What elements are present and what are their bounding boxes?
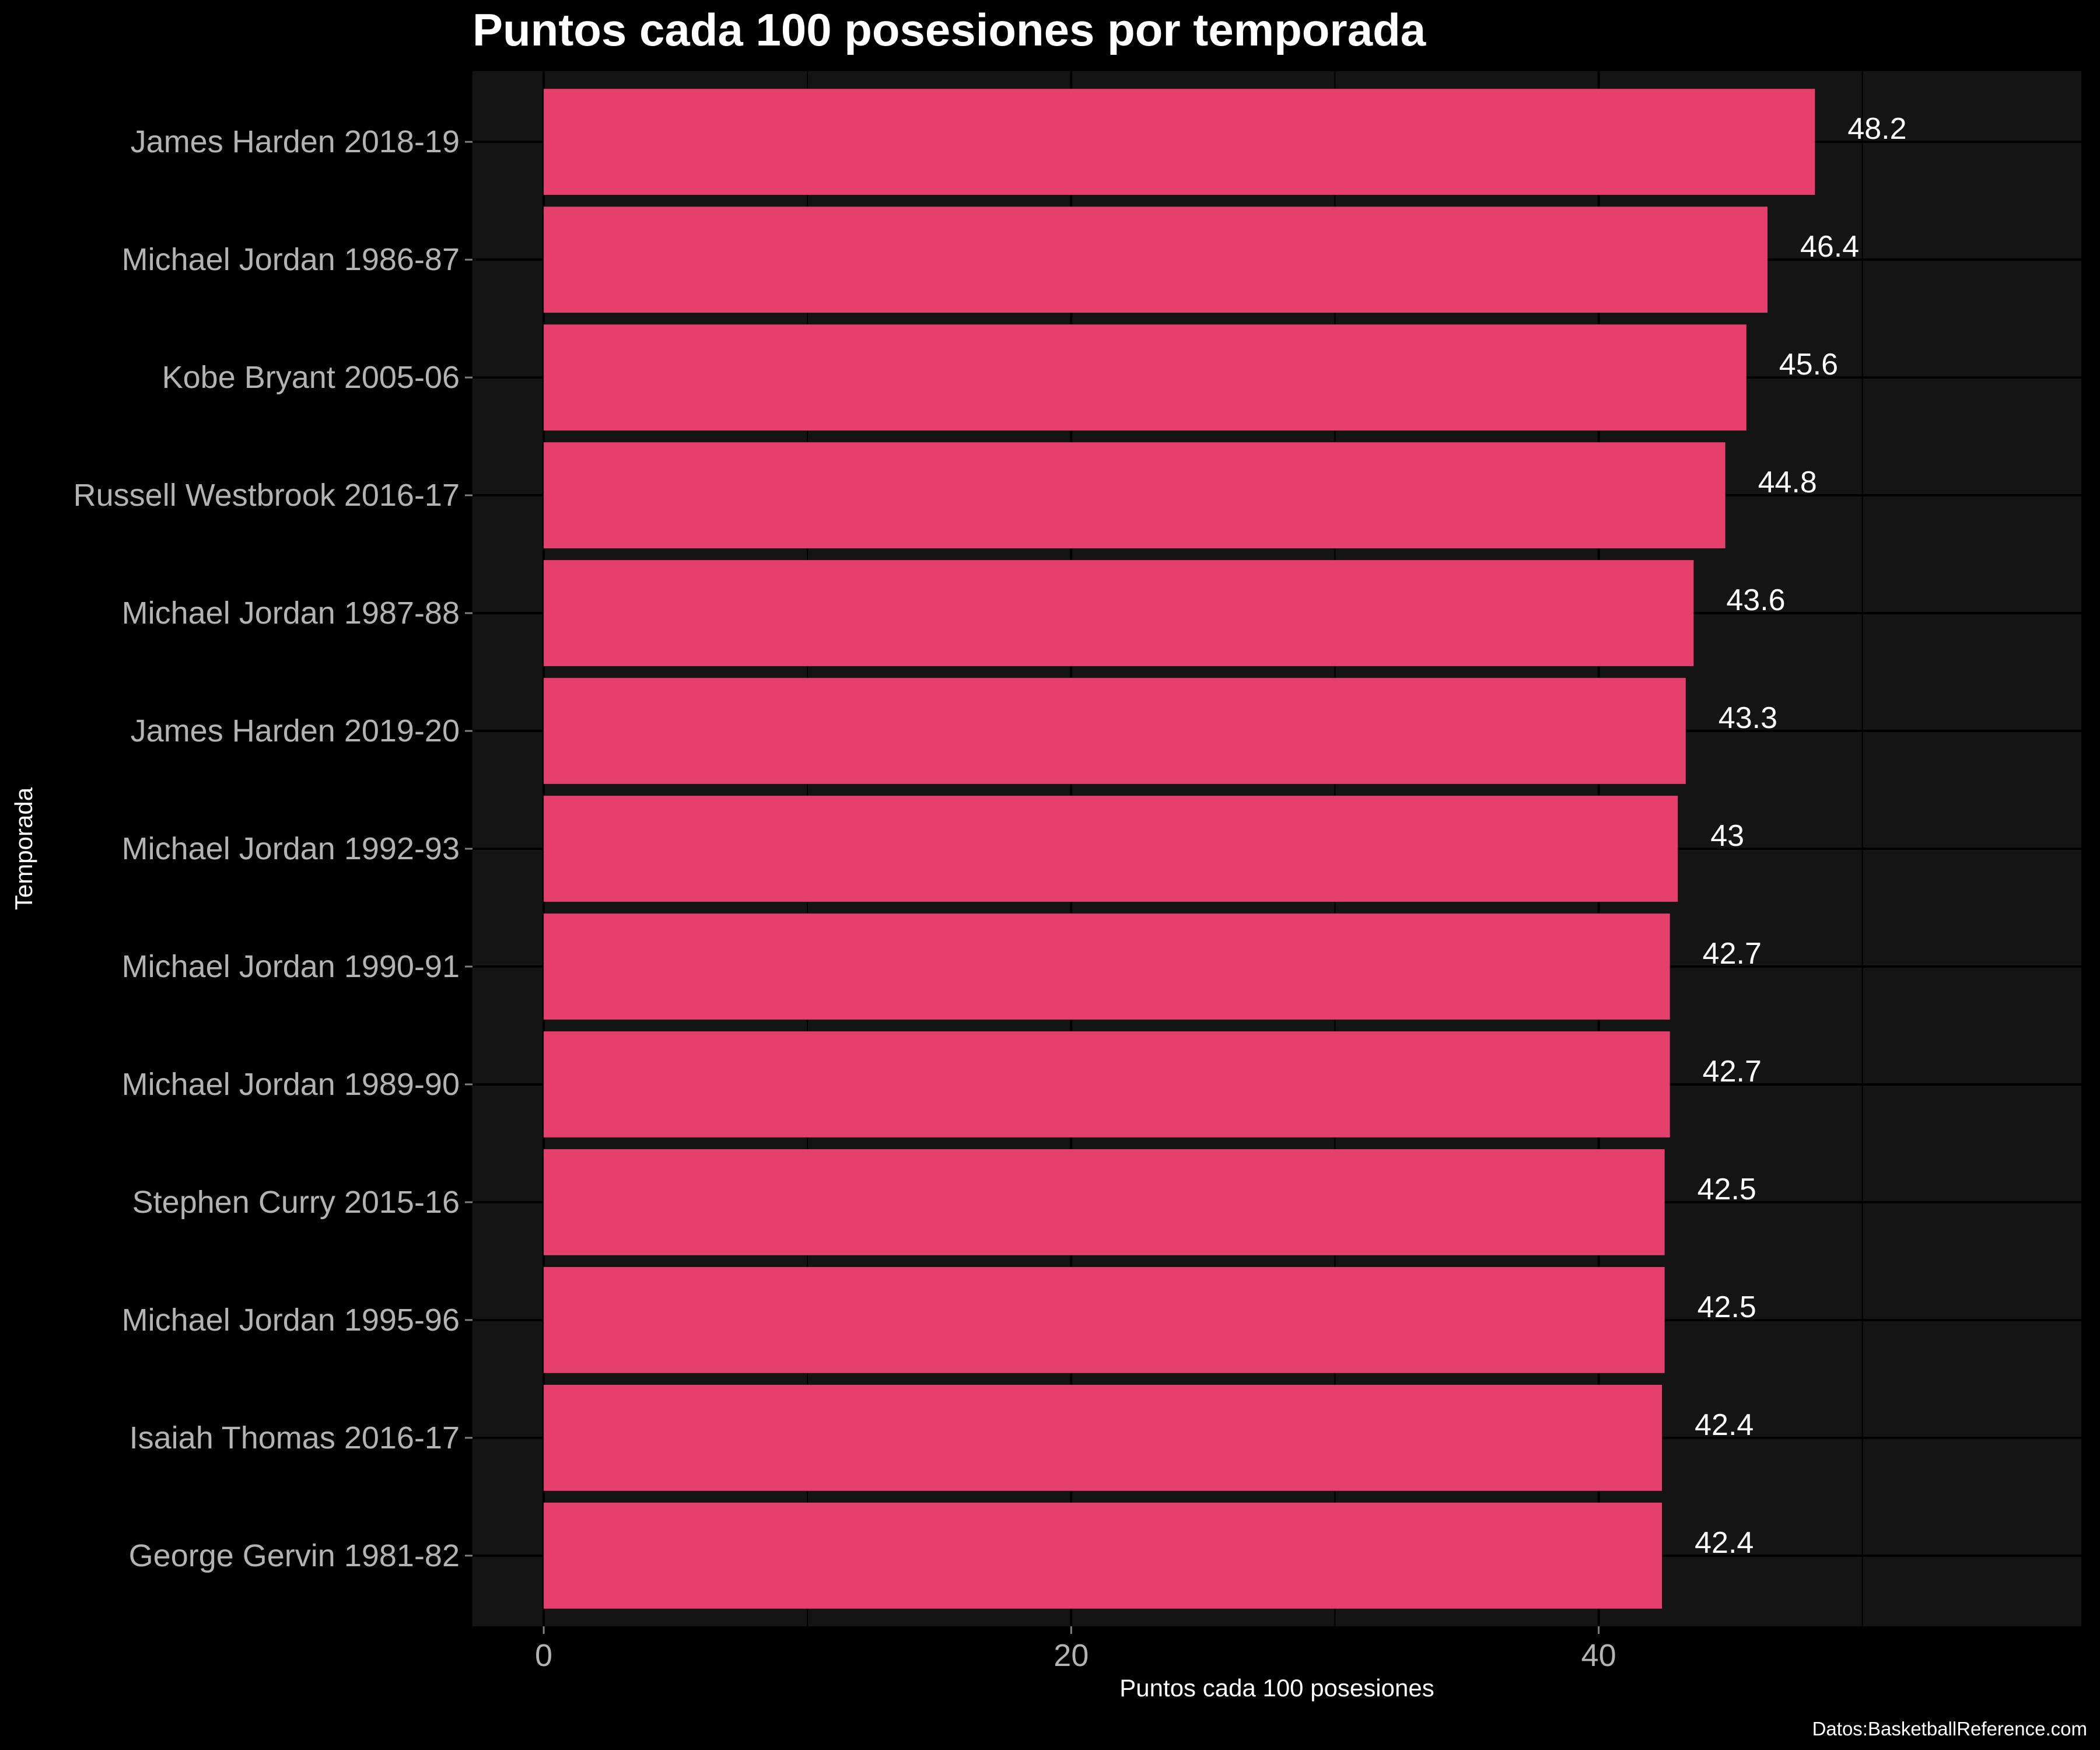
x-tick-label: 40	[1581, 1638, 1616, 1673]
data-label: 48.2	[1847, 112, 1906, 146]
x-tick-label: 20	[1054, 1638, 1088, 1673]
data-label: 42.4	[1695, 1408, 1754, 1442]
y-tick-label: Stephen Curry 2015-16	[132, 1185, 460, 1220]
bar	[544, 324, 1746, 431]
data-label: 44.8	[1758, 466, 1817, 499]
bar	[544, 206, 1768, 313]
y-tick-label: Michael Jordan 1989-90	[122, 1067, 460, 1102]
bar	[544, 1384, 1662, 1491]
data-label: 42.5	[1698, 1172, 1756, 1206]
y-tick-label: Kobe Bryant 2005-06	[162, 360, 460, 395]
data-label: 45.6	[1779, 348, 1838, 382]
data-labels: 48.2 46.4 45.6 44.8 43.6 43.3 43 42.7 42.7 42.5 42…	[1695, 112, 1906, 1560]
data-label: 43	[1710, 819, 1744, 853]
bar	[544, 914, 1670, 1020]
y-tick-label: Isaiah Thomas 2016-17	[130, 1420, 460, 1455]
bar	[544, 678, 1686, 784]
bar	[544, 1266, 1665, 1373]
bar	[544, 560, 1694, 666]
y-tick-label: James Harden 2019-20	[131, 713, 460, 748]
bar	[544, 796, 1678, 902]
x-tick-label: 0	[535, 1638, 552, 1673]
data-label: 42.7	[1703, 1055, 1762, 1088]
y-tick-label: Michael Jordan 1987-88	[122, 596, 460, 631]
y-tick-label: Michael Jordan 1995-96	[122, 1303, 460, 1338]
x-axis: 0 20 40	[535, 1626, 1616, 1673]
bar	[544, 1502, 1662, 1609]
bar	[544, 442, 1726, 548]
bars	[544, 89, 1815, 1609]
y-tick-label: Michael Jordan 1992-93	[122, 831, 460, 866]
data-label: 42.4	[1695, 1526, 1754, 1560]
data-label: 43.6	[1726, 583, 1785, 617]
y-tick-label: Michael Jordan 1986-87	[122, 242, 460, 277]
chart-title: Puntos cada 100 posesiones por temporada	[473, 4, 1426, 55]
y-tick-label: Russell Westbrook 2016-17	[74, 478, 460, 513]
x-axis-title: Puntos cada 100 posesiones	[1119, 1674, 1434, 1702]
data-label: 42.5	[1698, 1290, 1756, 1324]
data-label: 42.7	[1703, 937, 1762, 971]
y-tick-label: Michael Jordan 1990-91	[122, 949, 460, 984]
y-axis-title: Temporada	[10, 787, 37, 910]
caption: Datos:BasketballReference.com	[1812, 1718, 2087, 1740]
data-label: 46.4	[1800, 230, 1859, 264]
bar	[544, 1031, 1670, 1138]
y-axis: James Harden 2018-19 Michael Jordan 1986-…	[74, 124, 473, 1573]
bar	[544, 89, 1815, 195]
data-label: 43.3	[1718, 701, 1777, 735]
y-tick-label: James Harden 2018-19	[131, 124, 460, 159]
y-tick-label: George Gervin 1981-82	[129, 1538, 460, 1573]
bar	[544, 1149, 1665, 1255]
